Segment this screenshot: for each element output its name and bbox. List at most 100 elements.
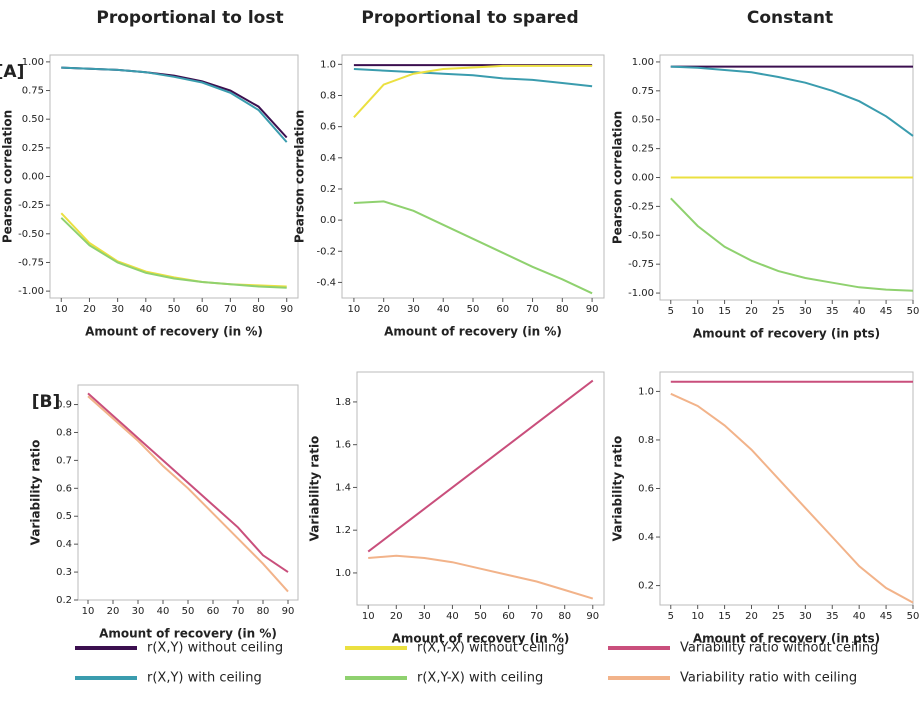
y-tick-label: 0.25: [632, 144, 654, 155]
y-tick-label: 0.6: [56, 483, 72, 494]
x-axis-label: Amount of recovery (in pts): [693, 632, 880, 646]
x-tick-label: 20: [83, 304, 96, 315]
x-tick-label: 10: [362, 611, 375, 622]
y-tick-label: 0.2: [320, 184, 336, 195]
x-tick-label: 35: [826, 611, 839, 622]
y-tick-label: -1.00: [18, 286, 44, 297]
y-tick-label: 0.50: [22, 114, 44, 125]
y-tick-label: 0.4: [56, 539, 72, 550]
x-tick-label: 30: [799, 611, 812, 622]
y-tick-label: 0.75: [22, 86, 44, 97]
plot-frame: [356, 371, 605, 606]
x-tick-label: 45: [880, 611, 893, 622]
y-tick-label: 0.3: [56, 567, 72, 578]
y-axis-label: Pearson correlation: [611, 111, 625, 244]
x-tick-label: 50: [182, 606, 195, 617]
series-line: [353, 200, 593, 295]
x-tick-label: 10: [82, 606, 95, 617]
x-tick-label: 70: [224, 304, 237, 315]
y-axis-label: Pearson correlation: [1, 110, 15, 243]
series-line: [367, 379, 594, 553]
y-tick-label: 1.2: [335, 525, 351, 536]
y-tick-label: -0.50: [628, 230, 654, 241]
y-tick-label: 0.8: [638, 435, 654, 446]
y-tick-label: 0.2: [56, 595, 72, 606]
x-tick-label: 10: [55, 304, 68, 315]
x-tick-label: 60: [496, 304, 509, 315]
legend-label: r(X,Y-X) without ceiling: [417, 641, 564, 656]
x-tick-label: 80: [252, 304, 265, 315]
y-tick-label: -0.75: [18, 257, 44, 268]
x-tick-label: 90: [280, 304, 293, 315]
x-tick-label: 5: [668, 306, 674, 317]
x-tick-label: 50: [474, 611, 487, 622]
x-axis-label: Amount of recovery (in %): [392, 632, 570, 646]
legend-label: r(X,Y-X) with ceiling: [417, 671, 543, 686]
x-tick-label: 20: [377, 304, 390, 315]
x-tick-label: 70: [526, 304, 539, 315]
panel-label: [B]: [32, 392, 61, 412]
y-tick-label: 1.0: [320, 59, 336, 70]
y-tick-label: -1.00: [628, 288, 654, 299]
y-tick-label: 0.8: [56, 427, 72, 438]
y-tick-label: -0.50: [18, 229, 44, 240]
y-tick-label: 0.6: [638, 484, 654, 495]
y-tick-label: 0.25: [22, 143, 44, 154]
x-axis-label: Amount of recovery (in %): [99, 627, 277, 641]
x-tick-label: 30: [418, 611, 431, 622]
x-tick-label: 40: [437, 304, 450, 315]
x-tick-label: 30: [799, 306, 812, 317]
legend-label: Variability ratio without ceiling: [680, 641, 878, 656]
y-tick-label: 0.00: [632, 173, 654, 184]
x-tick-label: 20: [745, 306, 758, 317]
series-line: [368, 554, 594, 600]
x-tick-label: 40: [853, 306, 866, 317]
x-tick-label: 60: [207, 606, 220, 617]
plot-frame: [341, 54, 605, 299]
x-tick-label: 80: [257, 606, 270, 617]
x-tick-label: 60: [196, 304, 209, 315]
x-axis-label: Amount of recovery (in pts): [693, 327, 880, 341]
y-tick-label: 1.4: [335, 482, 351, 493]
y-tick-label: 0.75: [632, 86, 654, 97]
x-tick-label: 90: [586, 304, 599, 315]
y-tick-label: 0.5: [56, 511, 72, 522]
x-tick-label: 35: [826, 306, 839, 317]
y-tick-label: -0.25: [628, 201, 654, 212]
x-tick-label: 15: [718, 611, 731, 622]
y-axis-label: Variability ratio: [308, 436, 322, 542]
x-tick-label: 40: [446, 611, 459, 622]
y-tick-label: 1.8: [335, 397, 351, 408]
x-tick-label: 90: [586, 611, 599, 622]
series-line: [670, 197, 914, 292]
y-tick-label: 0.00: [22, 172, 44, 183]
x-tick-label: 10: [691, 611, 704, 622]
y-tick-label: 0.4: [320, 153, 336, 164]
x-tick-label: 20: [390, 611, 403, 622]
plot-frame: [49, 54, 299, 299]
y-axis-label: Variability ratio: [29, 440, 43, 546]
x-tick-label: 70: [232, 606, 245, 617]
x-tick-label: 15: [718, 306, 731, 317]
series-line: [670, 392, 914, 604]
series-line: [87, 395, 289, 593]
x-axis-label: Amount of recovery (in %): [85, 325, 263, 339]
y-tick-label: -0.2: [316, 246, 336, 257]
y-tick-label: -0.25: [18, 200, 44, 211]
column-title: Constant: [747, 8, 833, 28]
y-tick-label: 0.2: [638, 581, 654, 592]
y-tick-label: 1.00: [22, 57, 44, 68]
y-tick-label: 0.9: [56, 400, 72, 411]
x-tick-label: 80: [558, 611, 571, 622]
x-tick-label: 80: [556, 304, 569, 315]
y-tick-label: 0.4: [638, 532, 654, 543]
y-tick-label: 1.6: [335, 440, 351, 451]
series-line: [353, 64, 593, 118]
legend-label: r(X,Y) without ceiling: [147, 641, 283, 656]
column-title: Proportional to lost: [96, 8, 283, 28]
series-line: [670, 65, 914, 137]
panel-label: [A]: [0, 62, 24, 82]
x-axis-label: Amount of recovery (in %): [384, 325, 562, 339]
x-tick-label: 20: [107, 606, 120, 617]
